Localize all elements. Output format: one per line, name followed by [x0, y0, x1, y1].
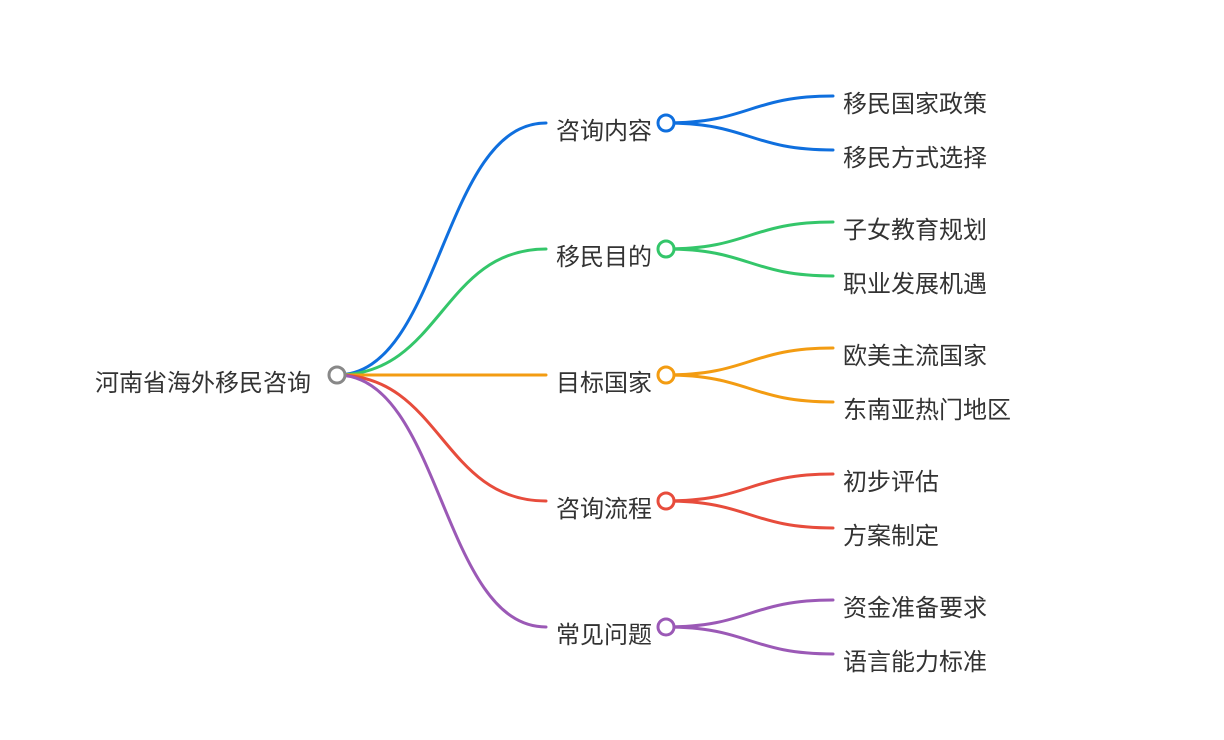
branch-node-0: 咨询内容	[556, 111, 652, 146]
leaf-node-3-1: 方案制定	[843, 516, 939, 551]
leaf-node-2-1: 东南亚热门地区	[843, 390, 1011, 425]
branch-node-2: 目标国家	[556, 363, 652, 398]
leaf-node-3-0: 初步评估	[843, 462, 939, 497]
leaf-node-0-0: 移民国家政策	[843, 84, 987, 119]
leaf-node-4-1: 语言能力标准	[843, 642, 987, 677]
branch-node-4: 常见问题	[556, 615, 652, 650]
leaf-node-0-1: 移民方式选择	[843, 138, 987, 173]
leaf-node-1-1: 职业发展机遇	[843, 264, 987, 299]
root-node: 河南省海外移民咨询	[95, 363, 311, 398]
branch-node-1: 移民目的	[556, 237, 652, 272]
leaf-node-1-0: 子女教育规划	[843, 210, 987, 245]
branch-node-3: 咨询流程	[556, 489, 652, 524]
leaf-node-4-0: 资金准备要求	[843, 588, 987, 623]
leaf-node-2-0: 欧美主流国家	[843, 336, 987, 371]
